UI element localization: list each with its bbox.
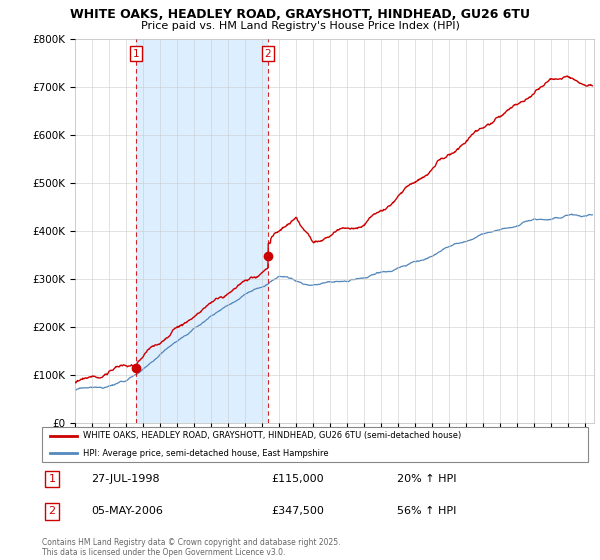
- Text: £347,500: £347,500: [271, 506, 324, 516]
- Text: WHITE OAKS, HEADLEY ROAD, GRAYSHOTT, HINDHEAD, GU26 6TU (semi-detached house): WHITE OAKS, HEADLEY ROAD, GRAYSHOTT, HIN…: [83, 431, 461, 440]
- Text: 05-MAY-2006: 05-MAY-2006: [91, 506, 163, 516]
- Text: 1: 1: [133, 49, 139, 59]
- Text: 27-JUL-1998: 27-JUL-1998: [91, 474, 160, 484]
- Text: Contains HM Land Registry data © Crown copyright and database right 2025.
This d: Contains HM Land Registry data © Crown c…: [42, 538, 341, 557]
- Text: 20% ↑ HPI: 20% ↑ HPI: [397, 474, 457, 484]
- Text: 56% ↑ HPI: 56% ↑ HPI: [397, 506, 456, 516]
- Text: HPI: Average price, semi-detached house, East Hampshire: HPI: Average price, semi-detached house,…: [83, 449, 329, 458]
- Text: Price paid vs. HM Land Registry's House Price Index (HPI): Price paid vs. HM Land Registry's House …: [140, 21, 460, 31]
- Text: 2: 2: [265, 49, 271, 59]
- Text: 2: 2: [49, 506, 56, 516]
- Text: £115,000: £115,000: [271, 474, 324, 484]
- FancyBboxPatch shape: [42, 427, 588, 462]
- Text: 1: 1: [49, 474, 56, 484]
- Text: WHITE OAKS, HEADLEY ROAD, GRAYSHOTT, HINDHEAD, GU26 6TU: WHITE OAKS, HEADLEY ROAD, GRAYSHOTT, HIN…: [70, 8, 530, 21]
- Bar: [136, 39, 268, 423]
